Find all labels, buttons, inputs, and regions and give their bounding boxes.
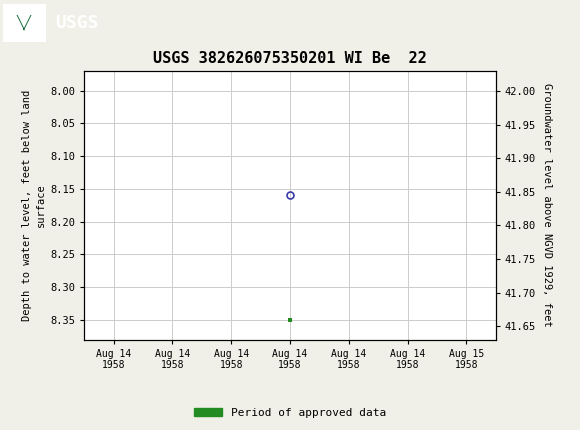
Text: ╲╱: ╲╱ <box>17 15 32 30</box>
Bar <box>3 3 46 42</box>
Y-axis label: Groundwater level above NGVD 1929, feet: Groundwater level above NGVD 1929, feet <box>542 83 552 327</box>
Legend: Period of approved data: Period of approved data <box>190 403 390 422</box>
Y-axis label: Depth to water level, feet below land
surface: Depth to water level, feet below land su… <box>22 90 46 321</box>
Text: USGS 382626075350201 WI Be  22: USGS 382626075350201 WI Be 22 <box>153 51 427 65</box>
Text: USGS: USGS <box>55 14 99 31</box>
